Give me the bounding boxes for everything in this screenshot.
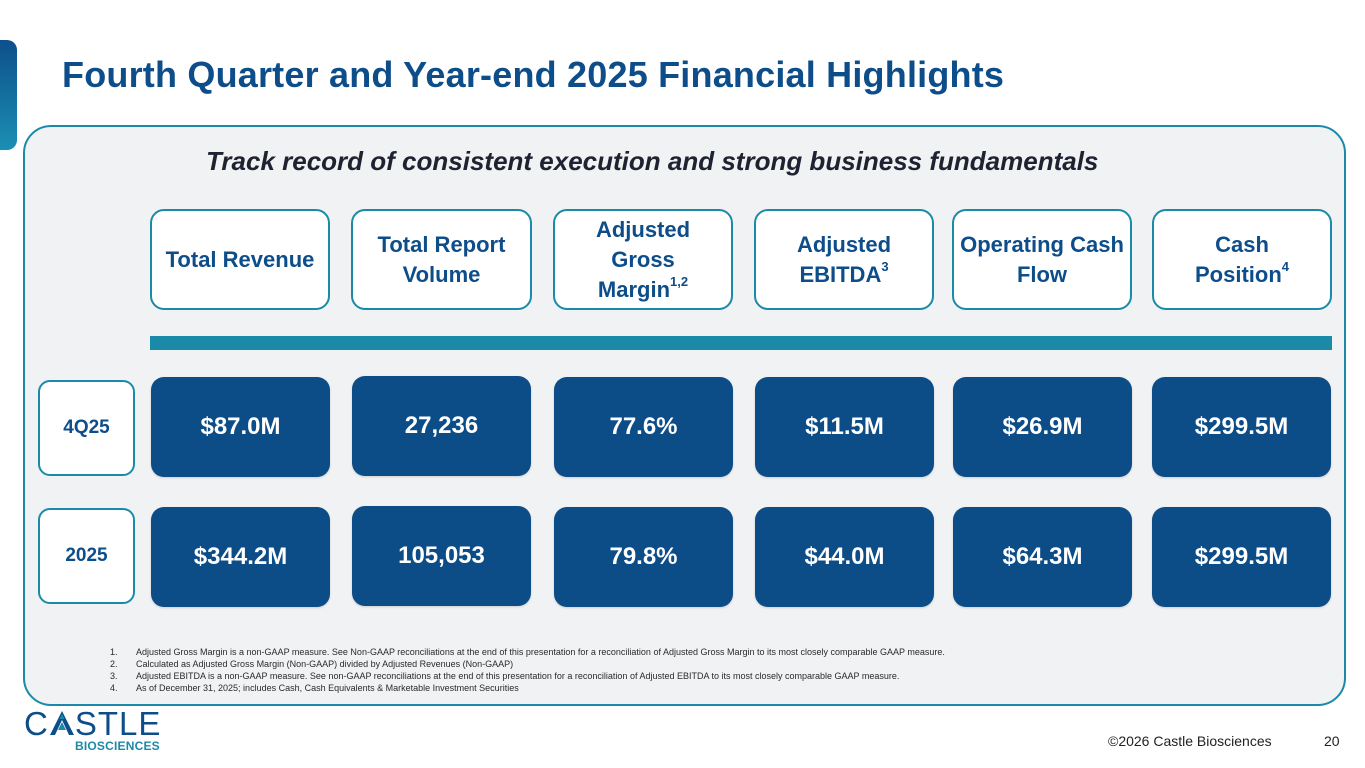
- footnote-number: 4.: [110, 683, 118, 693]
- value-2025-total-revenue: $344.2M: [151, 507, 330, 607]
- value-4q25-cash-position: $299.5M: [1152, 377, 1331, 477]
- metric-header-label: Operating Cash Flow: [960, 231, 1124, 287]
- footnote-item: 4. As of December 31, 2025; includes Cash…: [110, 682, 945, 694]
- metric-header-total-revenue: Total Revenue: [150, 209, 330, 310]
- metric-header-label: Total Report Volume: [377, 231, 506, 287]
- footnote-text: As of December 31, 2025; includes Cash, …: [136, 683, 519, 693]
- footer-copyright: ©2026 Castle Biosciences: [1108, 733, 1272, 749]
- logo-a-mark-icon: [49, 708, 75, 735]
- metric-header-label: Adjusted Gross Margin: [595, 216, 691, 302]
- metric-header-label: Cash Position: [1194, 231, 1282, 287]
- footnote-number: 3.: [110, 671, 118, 681]
- value-4q25-operating-cash-flow: $26.9M: [953, 377, 1132, 477]
- row-label-2025: 2025: [38, 508, 135, 604]
- value-4q25-adjusted-ebitda: $11.5M: [755, 377, 934, 477]
- metric-header-label: Total Revenue: [165, 246, 315, 272]
- footnote-number: 1.: [110, 647, 118, 657]
- value-2025-operating-cash-flow: $64.3M: [953, 507, 1132, 607]
- header-divider-bar: [150, 336, 1332, 350]
- page-title: Fourth Quarter and Year-end 2025 Financi…: [62, 54, 1005, 95]
- value-4q25-total-revenue: $87.0M: [151, 377, 330, 477]
- footnote-ref: 1,2: [670, 274, 689, 290]
- value-4q25-adjusted-gross-margin: 77.6%: [554, 377, 733, 477]
- value-2025-adjusted-gross-margin: 79.8%: [554, 507, 733, 607]
- metric-header-label: Adjusted EBITDA: [796, 231, 892, 287]
- metric-header-total-report-volume: Total Report Volume: [351, 209, 532, 310]
- footnote-text: Calculated as Adjusted Gross Margin (Non…: [136, 659, 514, 669]
- castle-biosciences-logo: C STLE BIOSCIENCES: [24, 707, 161, 753]
- footnote-number: 2.: [110, 659, 118, 669]
- row-label-4q25: 4Q25: [38, 380, 135, 476]
- panel-subtitle: Track record of consistent execution and…: [206, 146, 1099, 176]
- page-number: 20: [1324, 733, 1340, 749]
- logo-text-right: STLE: [74, 705, 162, 742]
- footnotes: 1. Adjusted Gross Margin is a non-GAAP me…: [110, 646, 945, 694]
- footnote-text: Adjusted Gross Margin is a non-GAAP meas…: [136, 647, 945, 657]
- value-2025-total-report-volume: 105,053: [352, 506, 531, 606]
- side-accent-bar: [0, 40, 17, 150]
- logo-subtext: BIOSCIENCES: [75, 739, 160, 753]
- logo-text-left: C: [24, 705, 49, 742]
- logo-wordmark: C STLE: [24, 707, 161, 740]
- footnote-text: Adjusted EBITDA is a non-GAAP measure. S…: [136, 671, 900, 681]
- footnote-ref: 4: [1281, 259, 1289, 275]
- footnote-item: 2. Calculated as Adjusted Gross Margin (N…: [110, 658, 945, 670]
- footnote-ref: 3: [881, 259, 889, 275]
- metric-header-adjusted-gross-margin: Adjusted Gross Margin1,2: [553, 209, 733, 310]
- value-4q25-total-report-volume: 27,236: [352, 376, 531, 476]
- value-2025-cash-position: $299.5M: [1152, 507, 1331, 607]
- metric-header-cash-position: Cash Position4: [1152, 209, 1332, 310]
- metric-header-operating-cash-flow: Operating Cash Flow: [952, 209, 1132, 310]
- metric-header-adjusted-ebitda: Adjusted EBITDA3: [754, 209, 934, 310]
- value-2025-adjusted-ebitda: $44.0M: [755, 507, 934, 607]
- footnote-item: 3. Adjusted EBITDA is a non-GAAP measure.…: [110, 670, 945, 682]
- footnote-item: 1. Adjusted Gross Margin is a non-GAAP me…: [110, 646, 945, 658]
